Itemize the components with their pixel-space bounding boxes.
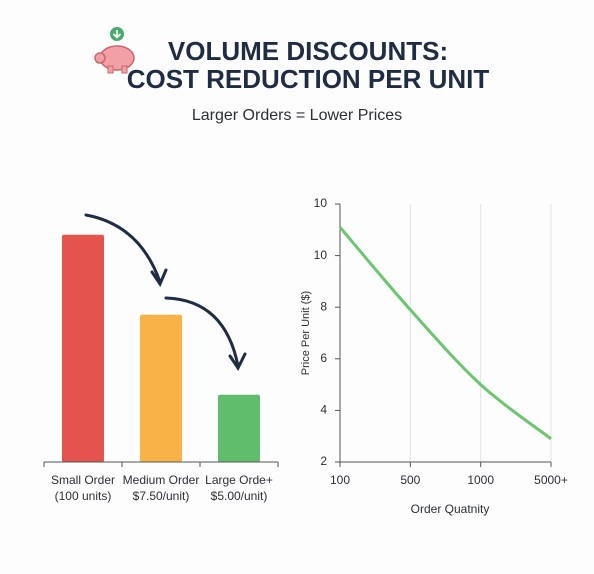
x-tick-label: (100 units) bbox=[55, 489, 112, 503]
y-tick-label: 4 bbox=[320, 403, 327, 417]
x-tick-label: Medium Order bbox=[123, 473, 200, 487]
arrows bbox=[84, 213, 247, 371]
y-tick-label: 6 bbox=[320, 351, 327, 365]
y-tick-label: 10 bbox=[314, 248, 328, 262]
bar bbox=[218, 394, 260, 462]
title-line: COST REDUCTION PER UNIT bbox=[127, 64, 490, 94]
x-tick-label: Large Orde+ bbox=[205, 473, 273, 487]
x-tick-label: 500 bbox=[400, 473, 420, 487]
bar bbox=[62, 234, 104, 462]
y-axis-label: Price Per Unit ($) bbox=[300, 291, 312, 375]
y-tick-label: 10 bbox=[314, 196, 328, 210]
x-tick-label: 5000+ bbox=[534, 473, 568, 487]
y-tick-label: 2 bbox=[320, 454, 327, 468]
piggy-icon bbox=[94, 27, 135, 74]
x-tick-label: $5.00/unit) bbox=[211, 489, 268, 503]
subtitle: Larger Orders = Lower Prices bbox=[192, 107, 402, 124]
title-line: VOLUME DISCOUNTS: bbox=[168, 36, 448, 66]
x-axis-label: Order Quatnity bbox=[411, 502, 490, 516]
x-tick-label: Small Order bbox=[51, 473, 115, 487]
x-tick-label: 100 bbox=[330, 473, 350, 487]
x-tick-label: 1000 bbox=[467, 473, 494, 487]
y-tick-label: 8 bbox=[320, 299, 327, 313]
x-tick-label: $7.50/unit) bbox=[133, 489, 190, 503]
line bbox=[338, 226, 552, 440]
bar bbox=[140, 314, 182, 462]
